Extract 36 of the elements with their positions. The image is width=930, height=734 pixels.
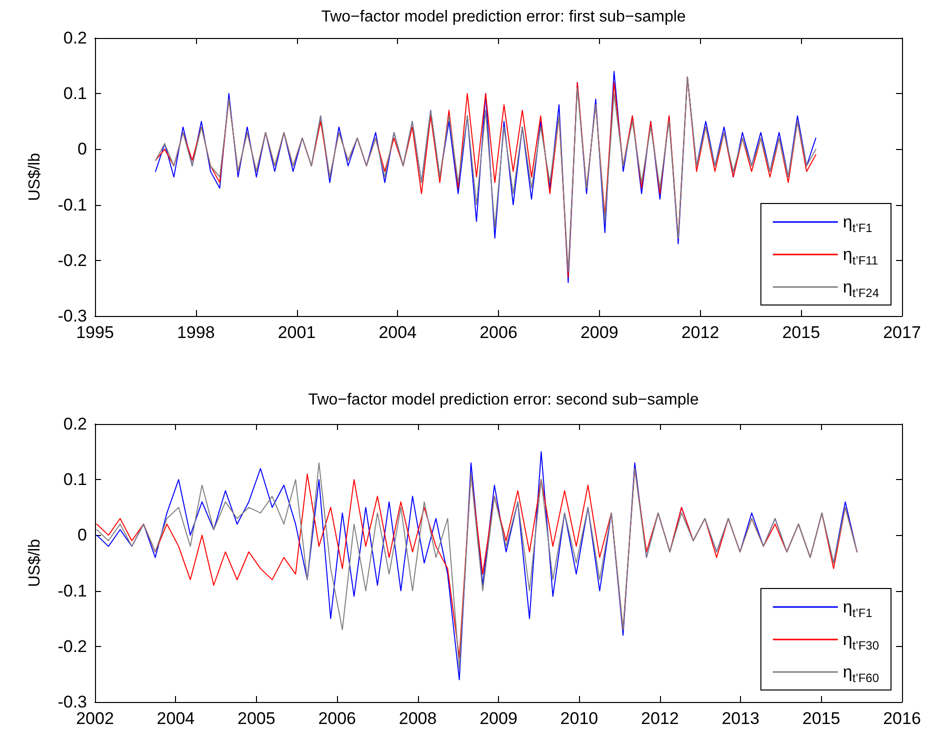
y-tick-label: 0.2 [63,28,87,48]
y-tick-label: 0 [78,526,87,545]
y-axis-title: US$/lb [26,538,44,588]
x-tick-label: 2010 [560,709,598,728]
x-tick-label: 2002 [76,709,114,728]
x-tick-label: 2009 [480,709,518,728]
y-tick-label: 0.1 [63,84,87,104]
x-tick-label: 2004 [378,323,417,342]
x-tick-label: 2017 [883,323,921,342]
y-tick-label: 0.2 [63,414,87,434]
x-tick-label: 2009 [580,323,618,342]
x-tick-label: 1995 [76,323,114,342]
x-tick-label: 1998 [176,323,215,342]
chart-title: Two−factor model prediction error: second sub−sample [308,392,699,408]
x-tick-label: 2012 [640,709,679,728]
x-tick-label: 2016 [883,709,921,728]
x-tick-label: 2005 [237,709,276,728]
y-tick-label: -0.2 [58,636,87,656]
x-tick-label: 2012 [681,323,720,342]
y-tick-label: -0.3 [58,692,87,712]
x-tick-label: 2004 [156,709,195,728]
y-tick-label: -0.2 [58,250,87,270]
x-tick-label: 2015 [782,323,820,342]
chart-title: Two−factor model prediction error: first sub−sample [321,8,686,26]
y-axis-title: US$/lb [26,152,44,202]
y-tick-label: -0.3 [58,306,87,326]
y-tick-label: 0.1 [63,470,87,490]
x-tick-label: 2006 [318,709,356,728]
y-tick-label: -0.1 [58,195,87,214]
x-tick-label: 2001 [278,323,316,342]
x-tick-label: 2008 [398,709,437,728]
x-tick-label: 2013 [722,709,760,728]
x-tick-label: 2015 [802,709,840,728]
y-tick-label: -0.1 [58,581,87,600]
y-tick-label: 0 [78,140,87,159]
x-tick-label: 2006 [480,323,518,342]
